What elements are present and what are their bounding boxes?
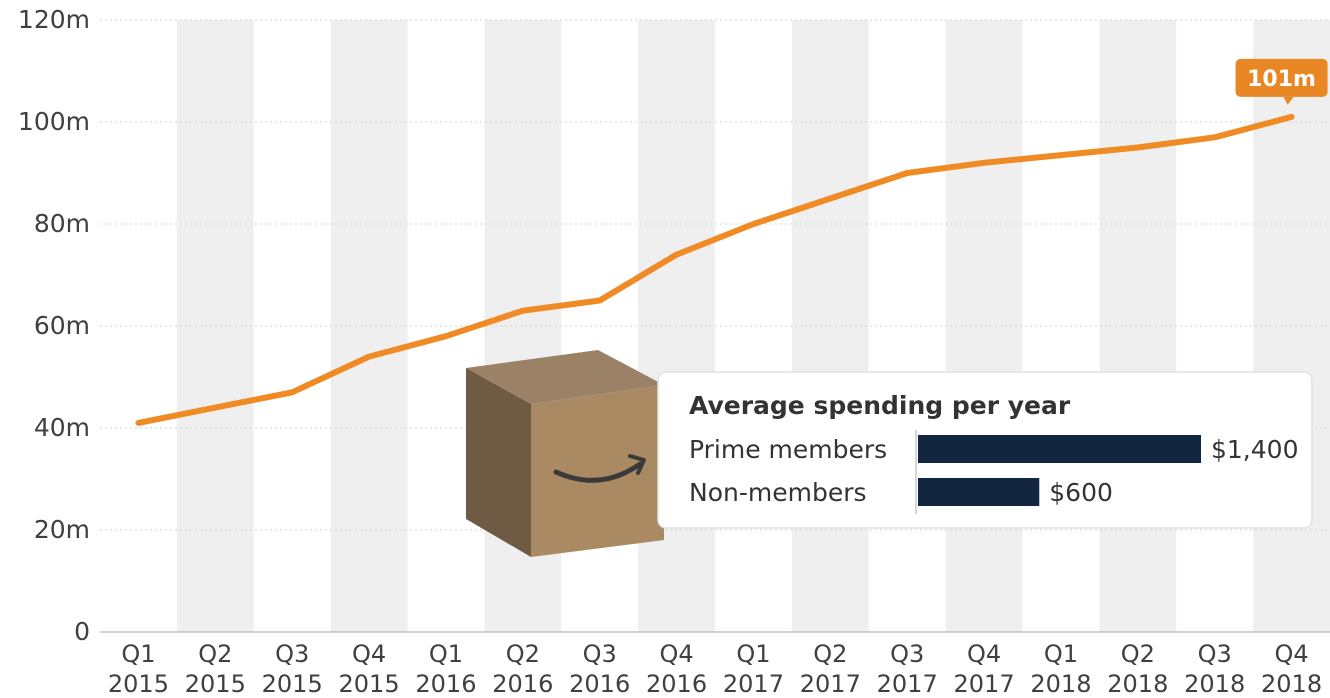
band-11 bbox=[945, 20, 1023, 632]
x-tick-label-quarter: Q4 bbox=[352, 640, 386, 668]
data-point bbox=[522, 310, 524, 312]
callout-box bbox=[1235, 58, 1328, 97]
x-tick-label-quarter: Q1 bbox=[429, 640, 463, 668]
x-tick-label-year: 2015 bbox=[185, 670, 246, 698]
amazon-smile-icon bbox=[553, 461, 643, 483]
x-tick-label-year: 2018 bbox=[1184, 670, 1245, 698]
y-tick-label: 120m bbox=[18, 5, 90, 34]
amazon-box-left-face bbox=[466, 368, 531, 557]
data-point bbox=[599, 300, 601, 301]
callout-pointer bbox=[1283, 96, 1294, 105]
x-tick-label-year: 2015 bbox=[339, 670, 400, 698]
x-tick-label-year: 2015 bbox=[262, 670, 323, 698]
x-tick-label-year: 2018 bbox=[1261, 670, 1322, 698]
inset-bar-value: $1,400 bbox=[1211, 435, 1298, 464]
data-point bbox=[137, 422, 139, 424]
callout-label: 101m bbox=[1247, 67, 1316, 92]
x-tick-label-year: 2016 bbox=[492, 670, 553, 698]
x-tick-label-year: 2018 bbox=[1030, 670, 1091, 698]
inset-bar-value: $600 bbox=[1049, 478, 1113, 507]
x-tick-label-quarter: Q1 bbox=[121, 640, 155, 668]
inset-card: Average spending per year Prime members $… bbox=[657, 371, 1313, 529]
x-tick-label-quarter: Q4 bbox=[967, 640, 1001, 668]
alternating-bands bbox=[176, 20, 1330, 632]
x-tick-label-quarter: Q2 bbox=[198, 640, 232, 668]
x-tick-label-year: 2016 bbox=[646, 670, 707, 698]
x-tick-label-quarter: Q1 bbox=[1044, 640, 1078, 668]
inset-bar bbox=[918, 435, 1201, 463]
x-tick-label-year: 2015 bbox=[108, 670, 169, 698]
y-tick-label: 60m bbox=[34, 311, 90, 340]
data-point bbox=[1137, 147, 1139, 148]
y-tick-label: 100m bbox=[18, 107, 90, 136]
data-point bbox=[214, 407, 216, 409]
inset-bar-label: Non-members bbox=[689, 478, 867, 507]
x-tick-label-quarter: Q3 bbox=[890, 640, 924, 668]
amazon-box-front-face bbox=[531, 385, 664, 557]
annotations: 101m bbox=[1235, 58, 1328, 105]
x-tick-label-quarter: Q3 bbox=[275, 640, 309, 668]
x-tick-label-year: 2016 bbox=[415, 670, 476, 698]
series bbox=[135, 113, 1295, 426]
amazon-smile-arrowhead bbox=[628, 454, 646, 475]
x-tick-label-quarter: Q2 bbox=[506, 640, 540, 668]
x-tick-label-year: 2017 bbox=[954, 670, 1015, 698]
x-tick-label-quarter: Q4 bbox=[659, 640, 693, 668]
data-point bbox=[291, 391, 293, 393]
data-point bbox=[368, 356, 370, 358]
data-point bbox=[1060, 154, 1062, 156]
x-tick-label-quarter: Q3 bbox=[1198, 640, 1232, 668]
y-tick-label: 0 bbox=[74, 617, 90, 646]
data-point bbox=[1214, 136, 1216, 138]
y-tick-label: 20m bbox=[34, 515, 90, 544]
x-tick-label-year: 2016 bbox=[569, 670, 630, 698]
data-point bbox=[906, 172, 908, 174]
band-13 bbox=[1099, 20, 1177, 632]
inset-title: Average spending per year bbox=[689, 391, 1071, 420]
inset-bar-label: Prime members bbox=[689, 435, 887, 464]
x-tick-label-year: 2017 bbox=[723, 670, 784, 698]
data-point bbox=[983, 162, 985, 164]
amazon-box-icon bbox=[466, 350, 664, 557]
y-axis: 0 20m 40m 60m 80m 100m 120m bbox=[18, 5, 90, 646]
data-point bbox=[752, 223, 754, 225]
x-axis: Q12015Q22015Q32015Q42015Q12016Q22016Q320… bbox=[108, 640, 1322, 698]
inset-bars: Prime members $1,400 Non-members $600 bbox=[689, 435, 1298, 507]
x-tick-label-quarter: Q2 bbox=[1121, 640, 1155, 668]
data-point bbox=[829, 198, 831, 199]
inset-bar bbox=[918, 478, 1040, 506]
data-point bbox=[1291, 116, 1293, 118]
x-tick-label-quarter: Q4 bbox=[1274, 640, 1308, 668]
band-3 bbox=[330, 20, 408, 632]
series-line bbox=[135, 113, 1295, 426]
data-point bbox=[445, 335, 447, 337]
amazon-box-top bbox=[466, 350, 664, 404]
data-point bbox=[676, 254, 678, 256]
x-tick-label-quarter: Q3 bbox=[583, 640, 617, 668]
y-tick-label: 80m bbox=[34, 209, 90, 238]
x-tick-label-year: 2017 bbox=[800, 670, 861, 698]
x-tick-label-quarter: Q2 bbox=[813, 640, 847, 668]
x-tick-label-year: 2018 bbox=[1107, 670, 1168, 698]
x-tick-label-year: 2017 bbox=[877, 670, 938, 698]
x-tick-label-quarter: Q1 bbox=[736, 640, 770, 668]
y-tick-label: 40m bbox=[34, 413, 90, 442]
